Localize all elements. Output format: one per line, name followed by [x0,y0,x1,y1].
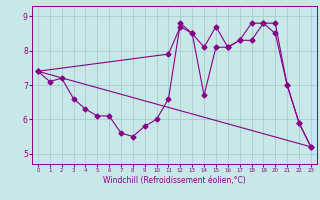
X-axis label: Windchill (Refroidissement éolien,°C): Windchill (Refroidissement éolien,°C) [103,176,246,185]
